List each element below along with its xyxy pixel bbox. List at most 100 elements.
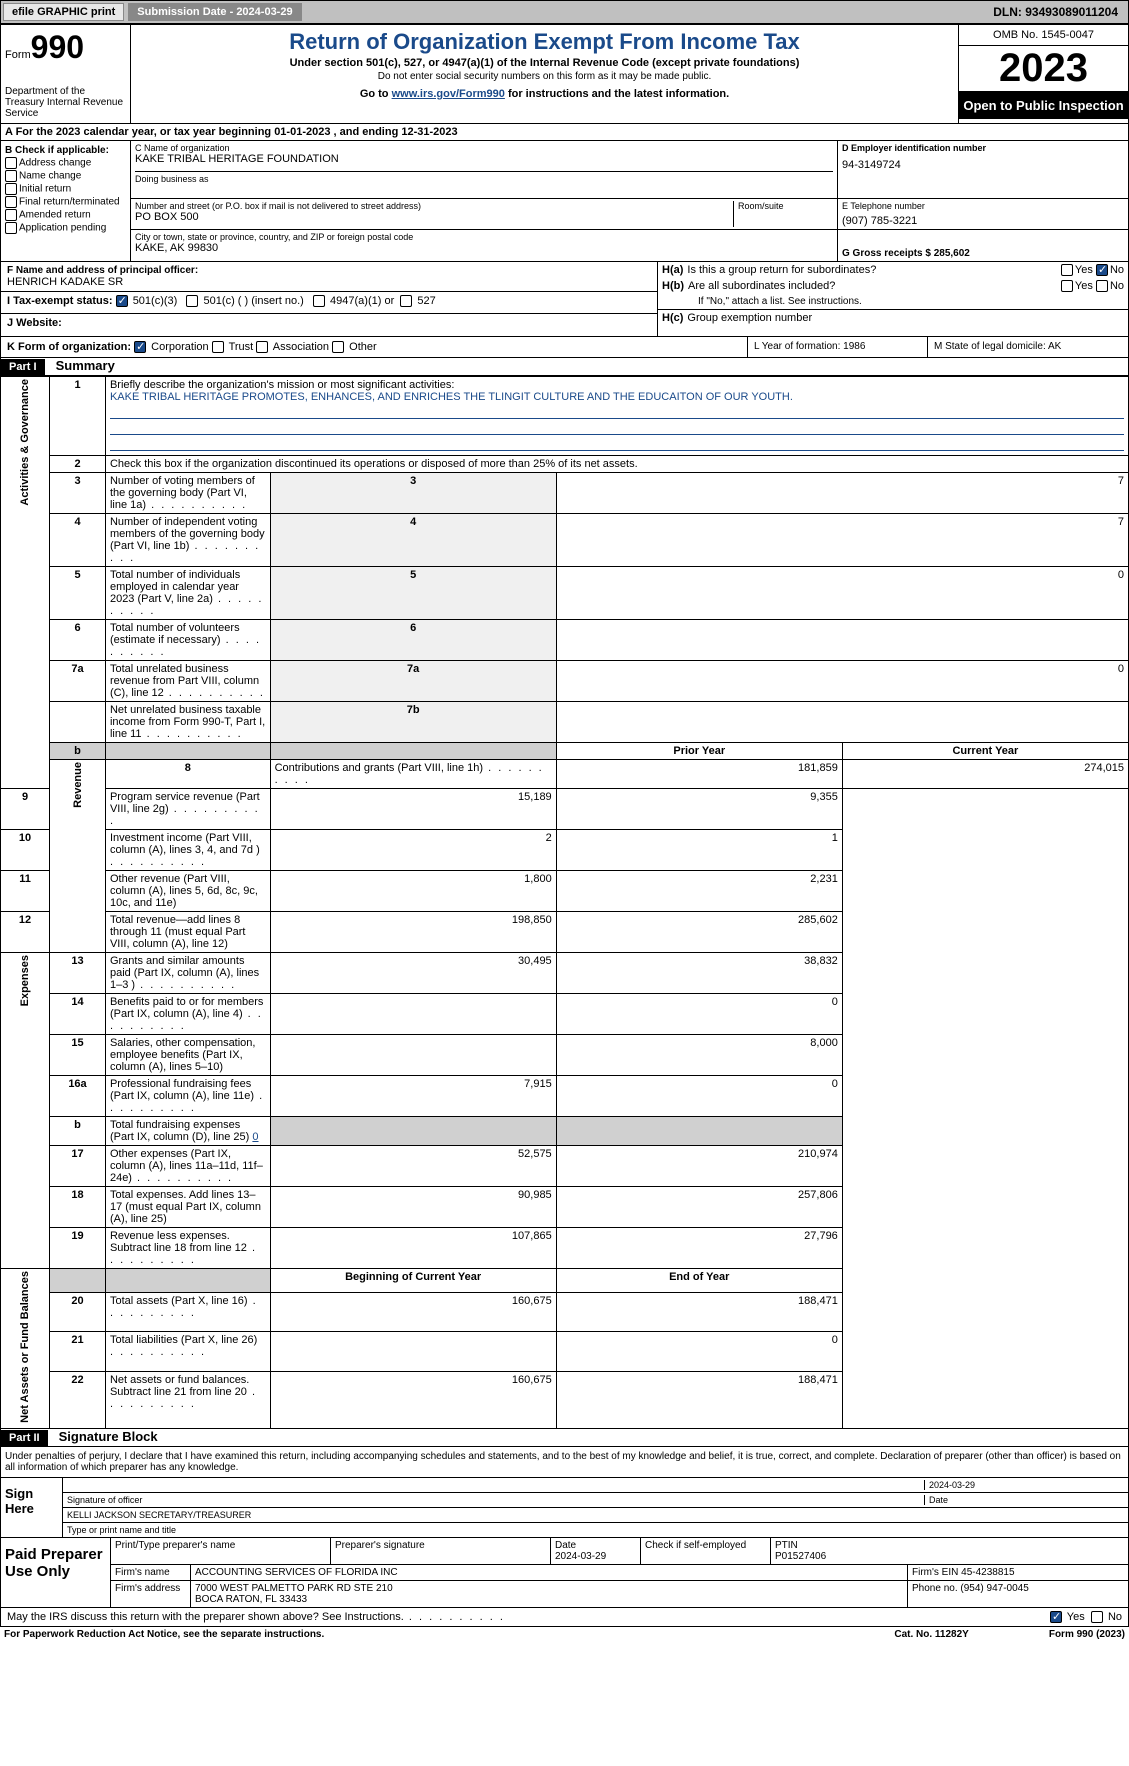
l21: Total liabilities (Part X, line 26) <box>105 1332 270 1372</box>
paid-preparer: Paid Preparer Use Only Print/Type prepar… <box>0 1538 1129 1608</box>
may-discuss: May the IRS discuss this return with the… <box>0 1608 1129 1627</box>
l16b: Total fundraising expenses (Part IX, col… <box>105 1117 270 1146</box>
part2-num: Part II <box>1 1430 48 1446</box>
side-exp: Expenses <box>19 955 31 1006</box>
col-b: B Check if applicable: Address change Na… <box>1 141 131 261</box>
v3: 7 <box>556 473 1128 514</box>
l8: Contributions and grants (Part VIII, lin… <box>270 760 556 789</box>
d-label: D Employer identification number <box>842 143 1124 153</box>
tax-year: 2023 <box>959 46 1128 92</box>
form-number: 990 <box>31 29 84 65</box>
chk-amended[interactable] <box>5 209 17 221</box>
ein: 94-3149724 <box>842 159 1124 171</box>
print-label: Print/Type preparer's name <box>111 1538 331 1564</box>
chk-trust[interactable] <box>212 341 224 353</box>
section-fhij: F Name and address of principal officer:… <box>0 262 1129 337</box>
sig-decl: Under penalties of perjury, I declare th… <box>1 1447 1128 1478</box>
ha-no[interactable] <box>1096 264 1108 276</box>
firm-ein: 45-4238815 <box>961 1567 1014 1578</box>
submission-date: Submission Date - 2024-03-29 <box>128 3 301 21</box>
l11: Other revenue (Part VIII, column (A), li… <box>105 871 270 912</box>
chk-addr[interactable] <box>5 157 17 169</box>
chk-app[interactable] <box>5 222 17 234</box>
l15: Salaries, other compensation, employee b… <box>105 1035 270 1076</box>
m-state: M State of legal domicile: AK <box>928 337 1128 357</box>
may-yes[interactable] <box>1050 1611 1062 1623</box>
chk-other[interactable] <box>332 341 344 353</box>
sig-date: 2024-03-29 <box>924 1480 1124 1490</box>
l17: Other expenses (Part IX, column (A), lin… <box>105 1146 270 1187</box>
side-gov: Activities & Governance <box>19 379 31 506</box>
l16a: Professional fundraising fees (Part IX, … <box>105 1076 270 1117</box>
officer: HENRICH KADAKE SR <box>7 276 651 288</box>
l12: Total revenue—add lines 8 through 11 (mu… <box>105 912 270 953</box>
type-label: Type or print name and title <box>63 1523 1128 1537</box>
firm-name: ACCOUNTING SERVICES OF FLORIDA INC <box>191 1565 908 1580</box>
ptin: P01527406 <box>775 1551 826 1562</box>
dept: Department of the Treasury Internal Reve… <box>5 86 126 119</box>
chk-4947[interactable] <box>313 295 325 307</box>
subtitle2: Do not enter social security numbers on … <box>135 71 954 82</box>
city: KAKE, AK 99830 <box>135 242 833 254</box>
l5: Total number of individuals employed in … <box>105 567 270 620</box>
form-header: Form990 Department of the Treasury Inter… <box>0 24 1129 124</box>
irs-link[interactable]: www.irs.gov/Form990 <box>392 88 505 100</box>
firm-phone: (954) 947-0045 <box>960 1583 1028 1594</box>
side-rev: Revenue <box>72 762 84 808</box>
firm-addr2: BOCA RATON, FL 33433 <box>195 1594 307 1605</box>
chk-name[interactable] <box>5 170 17 182</box>
efile-button[interactable]: efile GRAPHIC print <box>3 3 124 21</box>
v7a: 0 <box>556 661 1128 702</box>
l18: Total expenses. Add lines 13–17 (must eq… <box>105 1187 270 1228</box>
footer: For Paperwork Reduction Act Notice, see … <box>0 1627 1129 1642</box>
part2-bar: Part II Signature Block <box>0 1429 1129 1447</box>
j-label: J Website: <box>1 314 657 336</box>
l22: Net assets or fund balances. Subtract li… <box>105 1372 270 1429</box>
part1-title: Summary <box>48 356 123 375</box>
org-name: KAKE TRIBAL HERITAGE FOUNDATION <box>135 153 833 165</box>
room-label: Room/suite <box>738 201 833 211</box>
chk-527[interactable] <box>400 295 412 307</box>
chk-initial[interactable] <box>5 183 17 195</box>
i-label: I Tax-exempt status: <box>7 295 113 307</box>
k-label: K Form of organization: <box>7 341 131 353</box>
l-year: L Year of formation: 1986 <box>748 337 928 357</box>
hb-no[interactable] <box>1096 280 1108 292</box>
summary-table: Activities & Governance 1 Briefly descri… <box>0 376 1129 1429</box>
part1-bar: Part I Summary <box>0 358 1129 376</box>
goto: Go to www.irs.gov/Form990 for instructio… <box>135 88 954 100</box>
v4: 7 <box>556 514 1128 567</box>
dln: DLN: 93493089011204 <box>993 5 1126 19</box>
sign-here: Sign Here <box>1 1478 63 1537</box>
l10: Investment income (Part VIII, column (A)… <box>105 830 270 871</box>
current-hdr: Current Year <box>842 743 1128 760</box>
chk-corp[interactable] <box>134 341 146 353</box>
hb-yes[interactable] <box>1061 280 1073 292</box>
begin-hdr: Beginning of Current Year <box>270 1269 556 1292</box>
chk-final[interactable] <box>5 196 17 208</box>
end-hdr: End of Year <box>556 1269 842 1292</box>
c-name-label: C Name of organization <box>135 143 833 153</box>
may-no[interactable] <box>1091 1611 1103 1623</box>
signature-block: Under penalties of perjury, I declare th… <box>0 1447 1129 1538</box>
chk-501c[interactable] <box>186 295 198 307</box>
dba-label: Doing business as <box>135 171 833 184</box>
footer-mid: Cat. No. 11282Y <box>894 1629 968 1640</box>
ha-yes[interactable] <box>1061 264 1073 276</box>
part1-num: Part I <box>1 359 45 375</box>
b-header: B Check if applicable: <box>5 145 126 156</box>
v6 <box>556 620 1128 661</box>
paid-title: Paid Preparer Use Only <box>1 1538 111 1607</box>
row-a: A For the 2023 calendar year, or tax yea… <box>0 124 1129 141</box>
officer-name: KELLI JACKSON SECRETARY/TREASURER <box>63 1508 1128 1523</box>
e-label: E Telephone number <box>842 201 1124 211</box>
v5: 0 <box>556 567 1128 620</box>
street: PO BOX 500 <box>135 211 733 223</box>
prior-hdr: Prior Year <box>556 743 842 760</box>
l3: Number of voting members of the governin… <box>105 473 270 514</box>
l1-label: Briefly describe the organization's miss… <box>110 379 454 391</box>
check-self: Check if self-employed <box>641 1538 771 1564</box>
l20: Total assets (Part X, line 16) <box>105 1292 270 1332</box>
chk-assoc[interactable] <box>256 341 268 353</box>
chk-501c3[interactable] <box>116 295 128 307</box>
